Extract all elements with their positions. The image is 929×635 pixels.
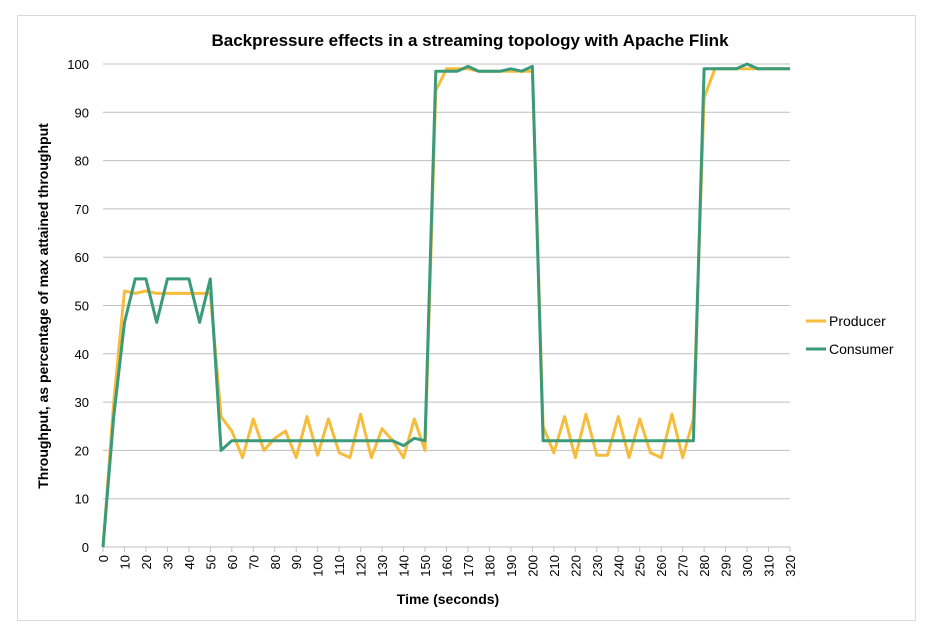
x-tick-label: 300 bbox=[740, 555, 755, 577]
producer-legend-label: Producer bbox=[829, 313, 886, 329]
x-tick-label: 200 bbox=[525, 555, 540, 577]
y-tick-label: 40 bbox=[75, 347, 89, 362]
chart-title: Backpressure effects in a streaming topo… bbox=[211, 31, 729, 50]
series-lines bbox=[101, 62, 790, 548]
consumer-legend-label: Consumer bbox=[829, 341, 894, 357]
x-tick-label: 260 bbox=[654, 555, 669, 577]
x-tick-label: 170 bbox=[461, 555, 476, 577]
x-tick-label: 70 bbox=[246, 555, 261, 569]
x-axis-ticks: 0 10 20 30 40 50 60 70 80 90 100 110 120 130 140 150 160… bbox=[96, 555, 798, 577]
y-tick-label: 30 bbox=[75, 395, 89, 410]
x-tick-label: 100 bbox=[311, 555, 326, 577]
x-tick-label: 270 bbox=[676, 555, 691, 577]
x-tick-label: 280 bbox=[697, 555, 712, 577]
x-tick-label: 0 bbox=[96, 555, 111, 562]
x-tick-label: 310 bbox=[762, 555, 777, 577]
y-tick-label: 50 bbox=[75, 299, 89, 314]
x-tick-label: 210 bbox=[547, 555, 562, 577]
y-axis-ticks: 0 10 20 30 40 50 60 70 80 90 100 bbox=[67, 57, 89, 555]
x-axis-title: Time (seconds) bbox=[397, 591, 499, 607]
x-tick-label: 130 bbox=[375, 555, 390, 577]
y-tick-label: 100 bbox=[67, 57, 89, 72]
legend: Producer Consumer bbox=[806, 313, 894, 357]
x-tick-label: 240 bbox=[611, 555, 626, 577]
y-tick-label: 70 bbox=[75, 202, 89, 217]
x-tick-label: 10 bbox=[117, 555, 132, 569]
y-tick-label: 20 bbox=[75, 443, 89, 458]
x-tick-label: 160 bbox=[440, 555, 455, 577]
x-tick-label: 30 bbox=[160, 555, 175, 569]
producer-line bbox=[101, 67, 790, 548]
x-tick-label: 120 bbox=[354, 555, 369, 577]
consumer-line bbox=[101, 62, 790, 548]
y-tick-label: 10 bbox=[75, 492, 89, 507]
x-tick-label: 290 bbox=[719, 555, 734, 577]
chart-frame bbox=[17, 15, 916, 621]
y-tick-label: 90 bbox=[75, 105, 89, 120]
x-tick-label: 50 bbox=[203, 555, 218, 569]
x-tick-label: 110 bbox=[332, 555, 347, 576]
x-tick-label: 220 bbox=[568, 555, 583, 577]
y-tick-label: 80 bbox=[75, 154, 89, 169]
x-tick-label: 190 bbox=[504, 555, 519, 577]
gridlines bbox=[103, 63, 790, 500]
x-tick-label: 320 bbox=[783, 555, 798, 577]
x-tick-label: 60 bbox=[225, 555, 240, 569]
y-axis-title: Throughput, as percentage of max attaine… bbox=[35, 123, 51, 489]
x-tick-label: 20 bbox=[139, 555, 154, 569]
x-tick-label: 40 bbox=[182, 555, 197, 569]
y-tick-label: 0 bbox=[82, 540, 89, 555]
x-tick-label: 250 bbox=[633, 555, 648, 577]
x-tick-label: 140 bbox=[397, 555, 412, 577]
axes bbox=[102, 546, 791, 552]
x-tick-label: 180 bbox=[482, 555, 497, 577]
x-tick-label: 90 bbox=[289, 555, 304, 569]
x-tick-label: 230 bbox=[590, 555, 605, 577]
y-tick-label: 60 bbox=[75, 250, 89, 265]
x-tick-label: 150 bbox=[418, 555, 433, 577]
x-tick-label: 80 bbox=[268, 555, 283, 569]
